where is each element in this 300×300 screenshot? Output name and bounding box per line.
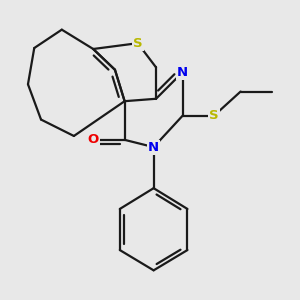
Text: O: O [88, 134, 99, 146]
Text: S: S [209, 109, 219, 122]
Text: S: S [133, 37, 142, 50]
Text: N: N [177, 66, 188, 79]
Text: N: N [148, 141, 159, 154]
